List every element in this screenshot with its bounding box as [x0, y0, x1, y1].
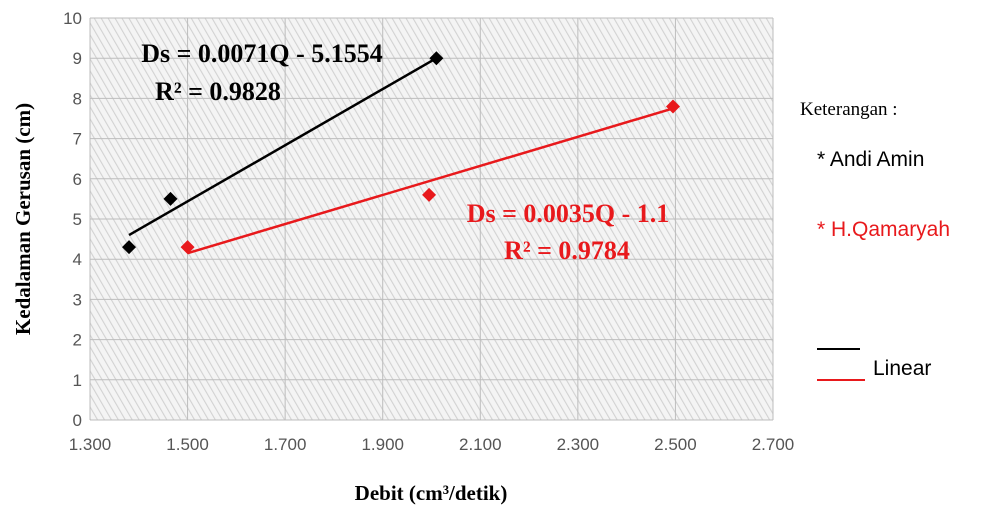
y-tick-label: 9: [73, 49, 82, 68]
data-point-series-0: [122, 240, 137, 255]
data-point-series-0: [429, 51, 444, 66]
legend-item-andi-amin: * Andi Amin: [817, 148, 924, 171]
data-point-series-1: [422, 187, 437, 202]
x-axis-title: Debit (cm³/detik): [355, 481, 508, 505]
y-tick-label: 1: [73, 371, 82, 390]
y-tick-label: 3: [73, 290, 82, 309]
y-tick-label: 5: [73, 210, 82, 229]
data-point-series-1: [665, 99, 680, 114]
data-point-series-0: [163, 191, 178, 206]
y-tick-label: 2: [73, 331, 82, 350]
x-tick-label: 1.500: [166, 435, 209, 454]
legend-title: Keterangan :: [800, 99, 898, 120]
y-axis-title: Kedalaman Gerusan (cm): [11, 103, 35, 335]
equation-andi-amin: Ds = 0.0071Q - 5.1554: [141, 39, 383, 68]
y-tick-label: 10: [63, 9, 82, 28]
legend-linear-label: Linear: [873, 357, 931, 380]
trendline-series-1: [187, 107, 674, 255]
equation-h-qamaryah: Ds = 0.0035Q - 1.1: [467, 199, 670, 228]
trendline-series-0: [128, 57, 438, 237]
y-tick-label: 7: [73, 130, 82, 149]
data-points: [122, 51, 680, 255]
x-tick-label: 2.700: [752, 435, 795, 454]
y-tick-label: 4: [73, 250, 82, 269]
data-point-series-1: [180, 240, 195, 255]
x-tick-label: 2.500: [654, 435, 697, 454]
y-tick-label: 0: [73, 411, 82, 430]
trendlines: [128, 57, 674, 255]
x-tick-labels: 1.300 1.500 1.700 1.900 2.100 2.300 2.500 2.700: [69, 435, 795, 454]
x-tick-label: 2.100: [459, 435, 502, 454]
x-tick-label: 1.700: [264, 435, 307, 454]
y-tick-labels: 0 1 2 3 4 5 6 7 8 9 10: [63, 9, 82, 430]
x-tick-label: 2.300: [557, 435, 600, 454]
x-tick-label: 1.300: [69, 435, 112, 454]
legend-item-h-qamaryah: * H.Qamaryah: [817, 218, 950, 241]
y-tick-label: 6: [73, 170, 82, 189]
r2-h-qamaryah: R² = 0.9784: [504, 236, 630, 265]
x-tick-label: 1.900: [361, 435, 404, 454]
r2-andi-amin: R² = 0.9828: [155, 77, 281, 106]
y-tick-label: 8: [73, 89, 82, 108]
